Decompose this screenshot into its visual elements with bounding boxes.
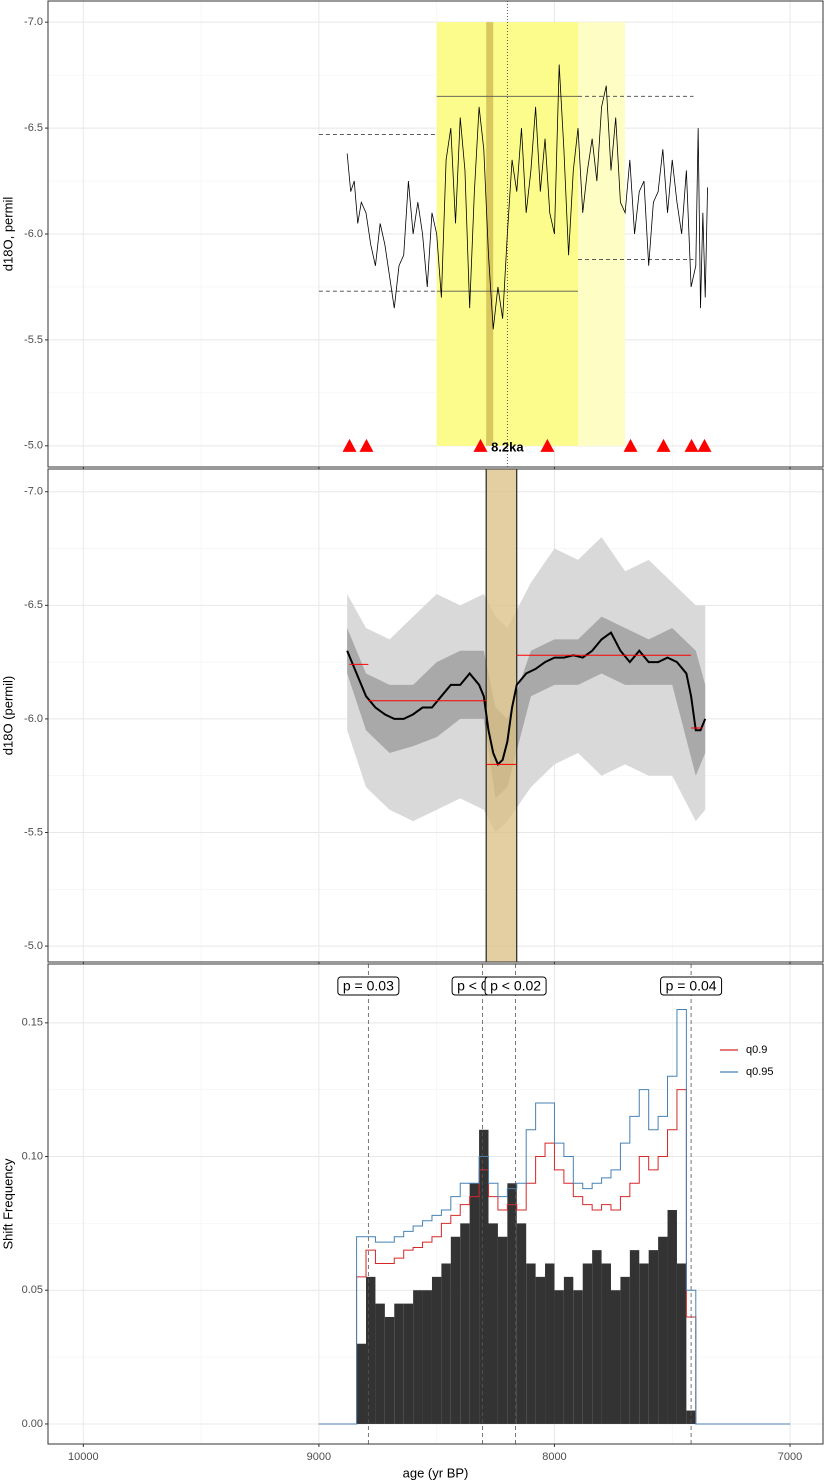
panel-border: [47, 468, 824, 963]
event-marker: [359, 438, 374, 452]
histogram-bar: [375, 1303, 385, 1424]
histogram-bar: [488, 1223, 498, 1424]
histogram-bar: [469, 1183, 480, 1424]
histogram-bar: [460, 1223, 470, 1424]
histogram-bar: [450, 1236, 461, 1424]
event-marker: [342, 438, 357, 452]
event-marker: [623, 438, 638, 452]
y-tick-label: 0.15: [22, 1017, 43, 1029]
x-tick-label: 7000: [778, 1451, 802, 1463]
histogram-bar: [356, 1343, 367, 1424]
x-tick-label: 10000: [68, 1451, 99, 1463]
highlight-interval: [485, 469, 518, 962]
histogram-bar: [479, 1129, 489, 1424]
y-axis-title: Shift Frequency: [0, 1158, 15, 1250]
p-value-box: [660, 976, 723, 996]
y-tick-label: -5.0: [24, 940, 43, 952]
panel: 0.00 0.05 0.10 0.15 10000 9000 8000 7000 Shift F…: [0, 963, 824, 1480]
histogram-bar: [384, 1316, 395, 1424]
histogram-bar: [413, 1290, 423, 1424]
histogram-bar: [629, 1250, 640, 1424]
p-value-label: p = 0.04: [666, 978, 717, 994]
histogram-bar: [507, 1183, 517, 1424]
histogram-bar: [582, 1263, 593, 1424]
x-axis-title: age (yr BP): [403, 1465, 469, 1480]
histogram-bar: [431, 1276, 442, 1424]
histogram-bar: [610, 1290, 621, 1424]
event-marker: [540, 438, 555, 452]
histogram-bar: [601, 1263, 611, 1424]
panel-border: [47, 0, 824, 468]
event-marker: [684, 438, 699, 452]
histogram-bar: [497, 1236, 508, 1424]
confidence-band: [347, 616, 706, 799]
y-tick-label: 0.10: [22, 1150, 43, 1162]
histogram-bar: [545, 1263, 555, 1424]
x-tick-label: 8000: [542, 1451, 566, 1463]
histogram-bar: [366, 1276, 376, 1424]
p-value-box: [337, 976, 400, 996]
event-marker: [697, 438, 712, 452]
y-tick-label: -5.5: [24, 826, 43, 838]
event-marker: [656, 438, 671, 452]
histogram-bar: [441, 1263, 451, 1424]
y-tick-label: -7.0: [24, 486, 43, 498]
legend-label: q0.95: [746, 1066, 774, 1078]
y-tick-label: -6.5: [24, 599, 43, 611]
histogram-bar: [648, 1250, 659, 1424]
legend-label: q0.9: [746, 1044, 767, 1056]
y-tick-label: -7.0: [24, 16, 43, 28]
event-label: 8.2ka: [491, 439, 524, 454]
histogram-bar: [403, 1303, 414, 1424]
y-tick-label: -5.5: [24, 334, 43, 346]
histogram-bar: [676, 1263, 687, 1424]
histogram-bar: [516, 1223, 527, 1424]
y-tick-label: -6.0: [24, 228, 43, 240]
histogram-bar: [658, 1236, 668, 1424]
event-marker: [473, 438, 488, 452]
y-tick-label: -6.0: [24, 713, 43, 725]
plot-area: [48, 1, 823, 467]
y-axis-title: d18O (permil): [0, 676, 15, 755]
histogram-bar: [620, 1276, 630, 1424]
histogram-bar: [667, 1210, 677, 1424]
p-value-label: p = 0.03: [343, 978, 394, 994]
histogram-bar: [573, 1290, 583, 1424]
histogram-bar: [563, 1276, 574, 1424]
data-line: [346, 631, 707, 767]
y-tick-label: 0.00: [22, 1418, 43, 1430]
shaded-interval: [486, 22, 494, 446]
panel: -7.0 -6.5 -6.0 -5.5 -5.0 d18O (permil): [0, 468, 824, 965]
y-axis-title: d18O, permil: [0, 197, 15, 272]
p-value-box: [484, 976, 547, 996]
histogram-bar: [422, 1290, 432, 1424]
plot-area: [48, 469, 823, 962]
panel-border: [47, 963, 824, 1445]
y-tick-label: -6.5: [24, 122, 43, 134]
plot-area: [48, 964, 823, 1444]
p-value-label: p < 0.02: [490, 978, 541, 994]
histogram-bar: [592, 1250, 602, 1424]
y-tick-label: 0.05: [22, 1284, 43, 1296]
data-line: [346, 64, 708, 330]
histogram-bar: [639, 1263, 649, 1424]
histogram-bar: [535, 1276, 546, 1424]
y-tick-label: -5.0: [24, 440, 43, 452]
histogram-bar: [526, 1263, 536, 1424]
quantile-step-line: [318, 1008, 791, 1425]
histogram-bar: [394, 1303, 404, 1424]
histogram-bar: [686, 1410, 696, 1424]
x-tick-label: 9000: [307, 1451, 331, 1463]
panel: -7.0 -6.5 -6.0 -5.5 -5.0 d18O, permil 8.2ka: [0, 0, 824, 470]
histogram-bar: [554, 1290, 564, 1424]
